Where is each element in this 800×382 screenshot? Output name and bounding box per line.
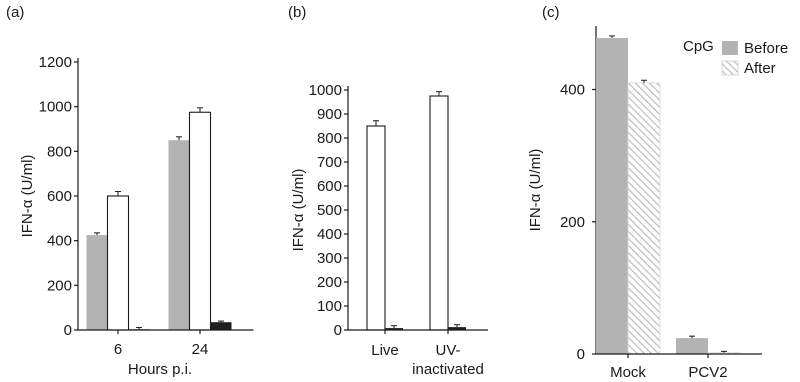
x-tick-label: 24 bbox=[192, 341, 209, 358]
y-tick-label: 400 bbox=[317, 226, 342, 243]
bar bbox=[210, 322, 232, 330]
legend-entry: Before bbox=[744, 40, 788, 57]
legend-swatch bbox=[722, 41, 738, 55]
x-tick-label-line: 6 bbox=[114, 341, 122, 358]
y-tick-label: 600 bbox=[47, 188, 72, 205]
y-tick-label: 400 bbox=[47, 233, 72, 250]
y-tick-label: 0 bbox=[577, 346, 585, 363]
y-tick-label: 200 bbox=[317, 274, 342, 291]
bar bbox=[429, 95, 449, 331]
y-tick-label: 0 bbox=[64, 322, 72, 339]
bar bbox=[188, 111, 212, 331]
y-tick-label: 1000 bbox=[309, 82, 342, 99]
y-tick-label: 800 bbox=[317, 130, 342, 147]
legend-title: CpG bbox=[683, 38, 714, 55]
y-tick-label: 1000 bbox=[39, 99, 72, 116]
bar bbox=[366, 125, 386, 331]
x-tick-label-line: 24 bbox=[192, 341, 209, 358]
x-tick-label: PCV2 bbox=[688, 364, 727, 381]
bar bbox=[676, 338, 708, 354]
x-axis-title: Hours p.i. bbox=[128, 361, 192, 378]
bar bbox=[106, 195, 130, 331]
chart-panel-a: (a) 0 200 400 600 800 1000 1200 IFN-α (U/ml) 6 24H… bbox=[6, 4, 254, 378]
legend-swatch bbox=[721, 60, 739, 76]
x-tick-label: UV-inactivated bbox=[412, 342, 484, 378]
bar bbox=[627, 82, 661, 355]
x-tick-label-line: inactivated bbox=[412, 361, 484, 378]
y-axis-title: IFN-α (U/ml) bbox=[19, 155, 36, 238]
x-tick-label-line: Live bbox=[371, 342, 399, 359]
bar bbox=[86, 235, 108, 330]
bar bbox=[596, 37, 628, 354]
y-tick-label: 700 bbox=[317, 154, 342, 171]
chart-panel-c: (c) 0 200 400 IFN-α (U/ml) Mock PCV2 CpG Before A… bbox=[527, 4, 788, 381]
panel-label: (c) bbox=[542, 4, 560, 21]
y-tick-label: 400 bbox=[560, 82, 585, 99]
y-axis-title: IFN-α (U/ml) bbox=[290, 169, 307, 252]
y-tick-label: 200 bbox=[47, 277, 72, 294]
y-tick-label: 900 bbox=[317, 106, 342, 123]
y-tick-label: 500 bbox=[317, 202, 342, 219]
y-tick-label: 300 bbox=[317, 250, 342, 267]
y-tick-label: 100 bbox=[317, 298, 342, 315]
x-tick-label-line: Mock bbox=[610, 364, 646, 381]
y-tick-label: 800 bbox=[47, 143, 72, 160]
legend-entry: After bbox=[744, 60, 776, 77]
panel-label: (a) bbox=[6, 4, 24, 21]
y-axis-title: IFN-α (U/ml) bbox=[527, 149, 544, 232]
x-tick-label: 6 bbox=[114, 341, 122, 358]
bar bbox=[448, 327, 466, 330]
y-tick-label: 0 bbox=[334, 322, 342, 339]
y-tick-label: 1200 bbox=[39, 54, 72, 71]
x-tick-label-line: UV- bbox=[435, 342, 460, 359]
x-tick-label: Mock bbox=[610, 364, 646, 381]
y-tick-label: 600 bbox=[317, 178, 342, 195]
panel-label: (b) bbox=[288, 4, 306, 21]
bar bbox=[385, 328, 403, 330]
x-tick-label: Live bbox=[371, 342, 399, 359]
bar bbox=[168, 140, 190, 330]
y-tick-label: 200 bbox=[560, 214, 585, 231]
chart-panel-b: (b) 0 100 200 300 400 500 600 700 800 900 1000 IFN-α… bbox=[288, 4, 488, 378]
x-tick-label-line: PCV2 bbox=[688, 364, 727, 381]
